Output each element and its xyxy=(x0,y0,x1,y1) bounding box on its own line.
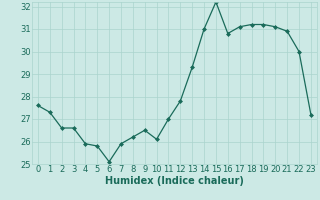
X-axis label: Humidex (Indice chaleur): Humidex (Indice chaleur) xyxy=(105,176,244,186)
